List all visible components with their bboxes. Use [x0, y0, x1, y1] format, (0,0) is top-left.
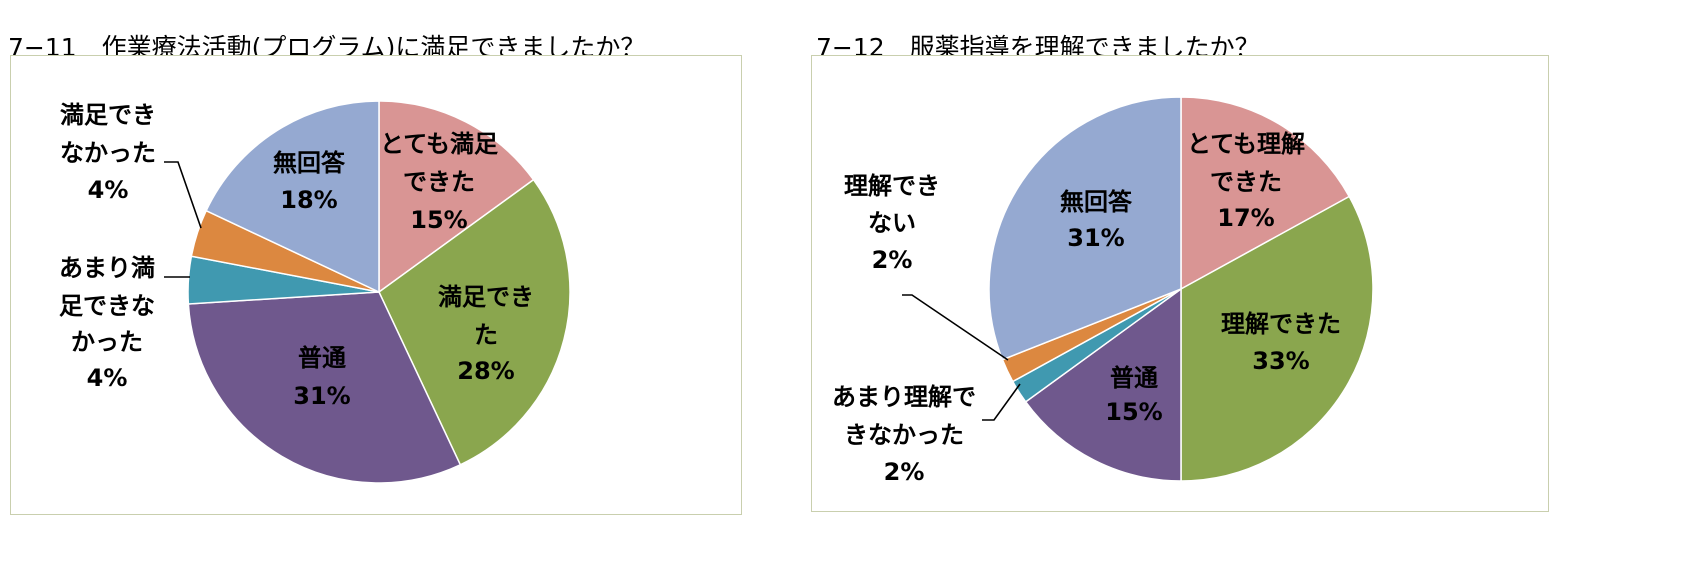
slice-label-1-4: かった [71, 328, 143, 356]
slice-percent-1-3: 31% [293, 382, 350, 410]
leader-line-2-1 [902, 294, 1009, 361]
slice-label-2-5: 理解でき [844, 172, 940, 200]
pie-slice-1-1 [378, 100, 535, 294]
slice-percent-2-6: 31% [1067, 224, 1124, 252]
slice-label-2-2: 理解できた [1221, 310, 1341, 338]
slice-percent-1-6: 18% [280, 186, 337, 214]
slice-percent-2-1: 17% [1217, 204, 1274, 232]
pie-slice-2-2 [1180, 195, 1374, 482]
pie-slice-1-3 [187, 291, 462, 484]
slice-percent-2-2: 33% [1252, 347, 1309, 375]
slice-percent-2-3: 15% [1105, 398, 1162, 426]
slice-label-1-1: とても満足 [380, 130, 498, 158]
slice-label-1-1: できた [403, 168, 475, 196]
slice-label-2-1: できた [1210, 168, 1282, 196]
slice-percent-1-5: 4% [88, 176, 129, 204]
slice-label-1-4: 足できな [59, 292, 155, 320]
slice-label-1-2: 満足でき [438, 283, 534, 311]
slice-label-2-3: 普通 [1110, 364, 1158, 392]
slice-percent-2-5: 2% [872, 246, 913, 274]
leader-line-1-1 [164, 161, 202, 229]
slice-label-2-4: きなかった [844, 421, 964, 449]
slice-label-1-2: た [474, 321, 498, 349]
slice-label-1-5: なかった [60, 139, 156, 167]
leader-line-2-2 [982, 383, 1021, 421]
slice-label-1-3: 普通 [298, 344, 346, 372]
pie-slice-2-3 [1024, 287, 1182, 482]
pie-slice-2-6 [988, 96, 1182, 361]
slice-percent-1-2: 28% [457, 357, 514, 385]
pie-slice-1-6 [205, 100, 380, 294]
slice-percent-1-4: 4% [87, 364, 128, 392]
pie-slice-2-1 [1180, 96, 1351, 291]
slice-label-2-6: 無回答 [1060, 188, 1133, 216]
pie-slice-1-2 [378, 178, 571, 466]
slice-label-2-4: あまり理解で [832, 383, 976, 411]
slice-label-1-5: 満足でき [60, 101, 156, 129]
slice-label-1-4: あまり満 [59, 254, 155, 282]
slice-label-1-6: 無回答 [273, 149, 346, 177]
slice-label-2-5: ない [868, 209, 916, 237]
slice-percent-2-4: 2% [884, 458, 925, 486]
slice-percent-1-1: 15% [410, 206, 467, 234]
slice-label-2-1: とても理解 [1187, 130, 1305, 158]
